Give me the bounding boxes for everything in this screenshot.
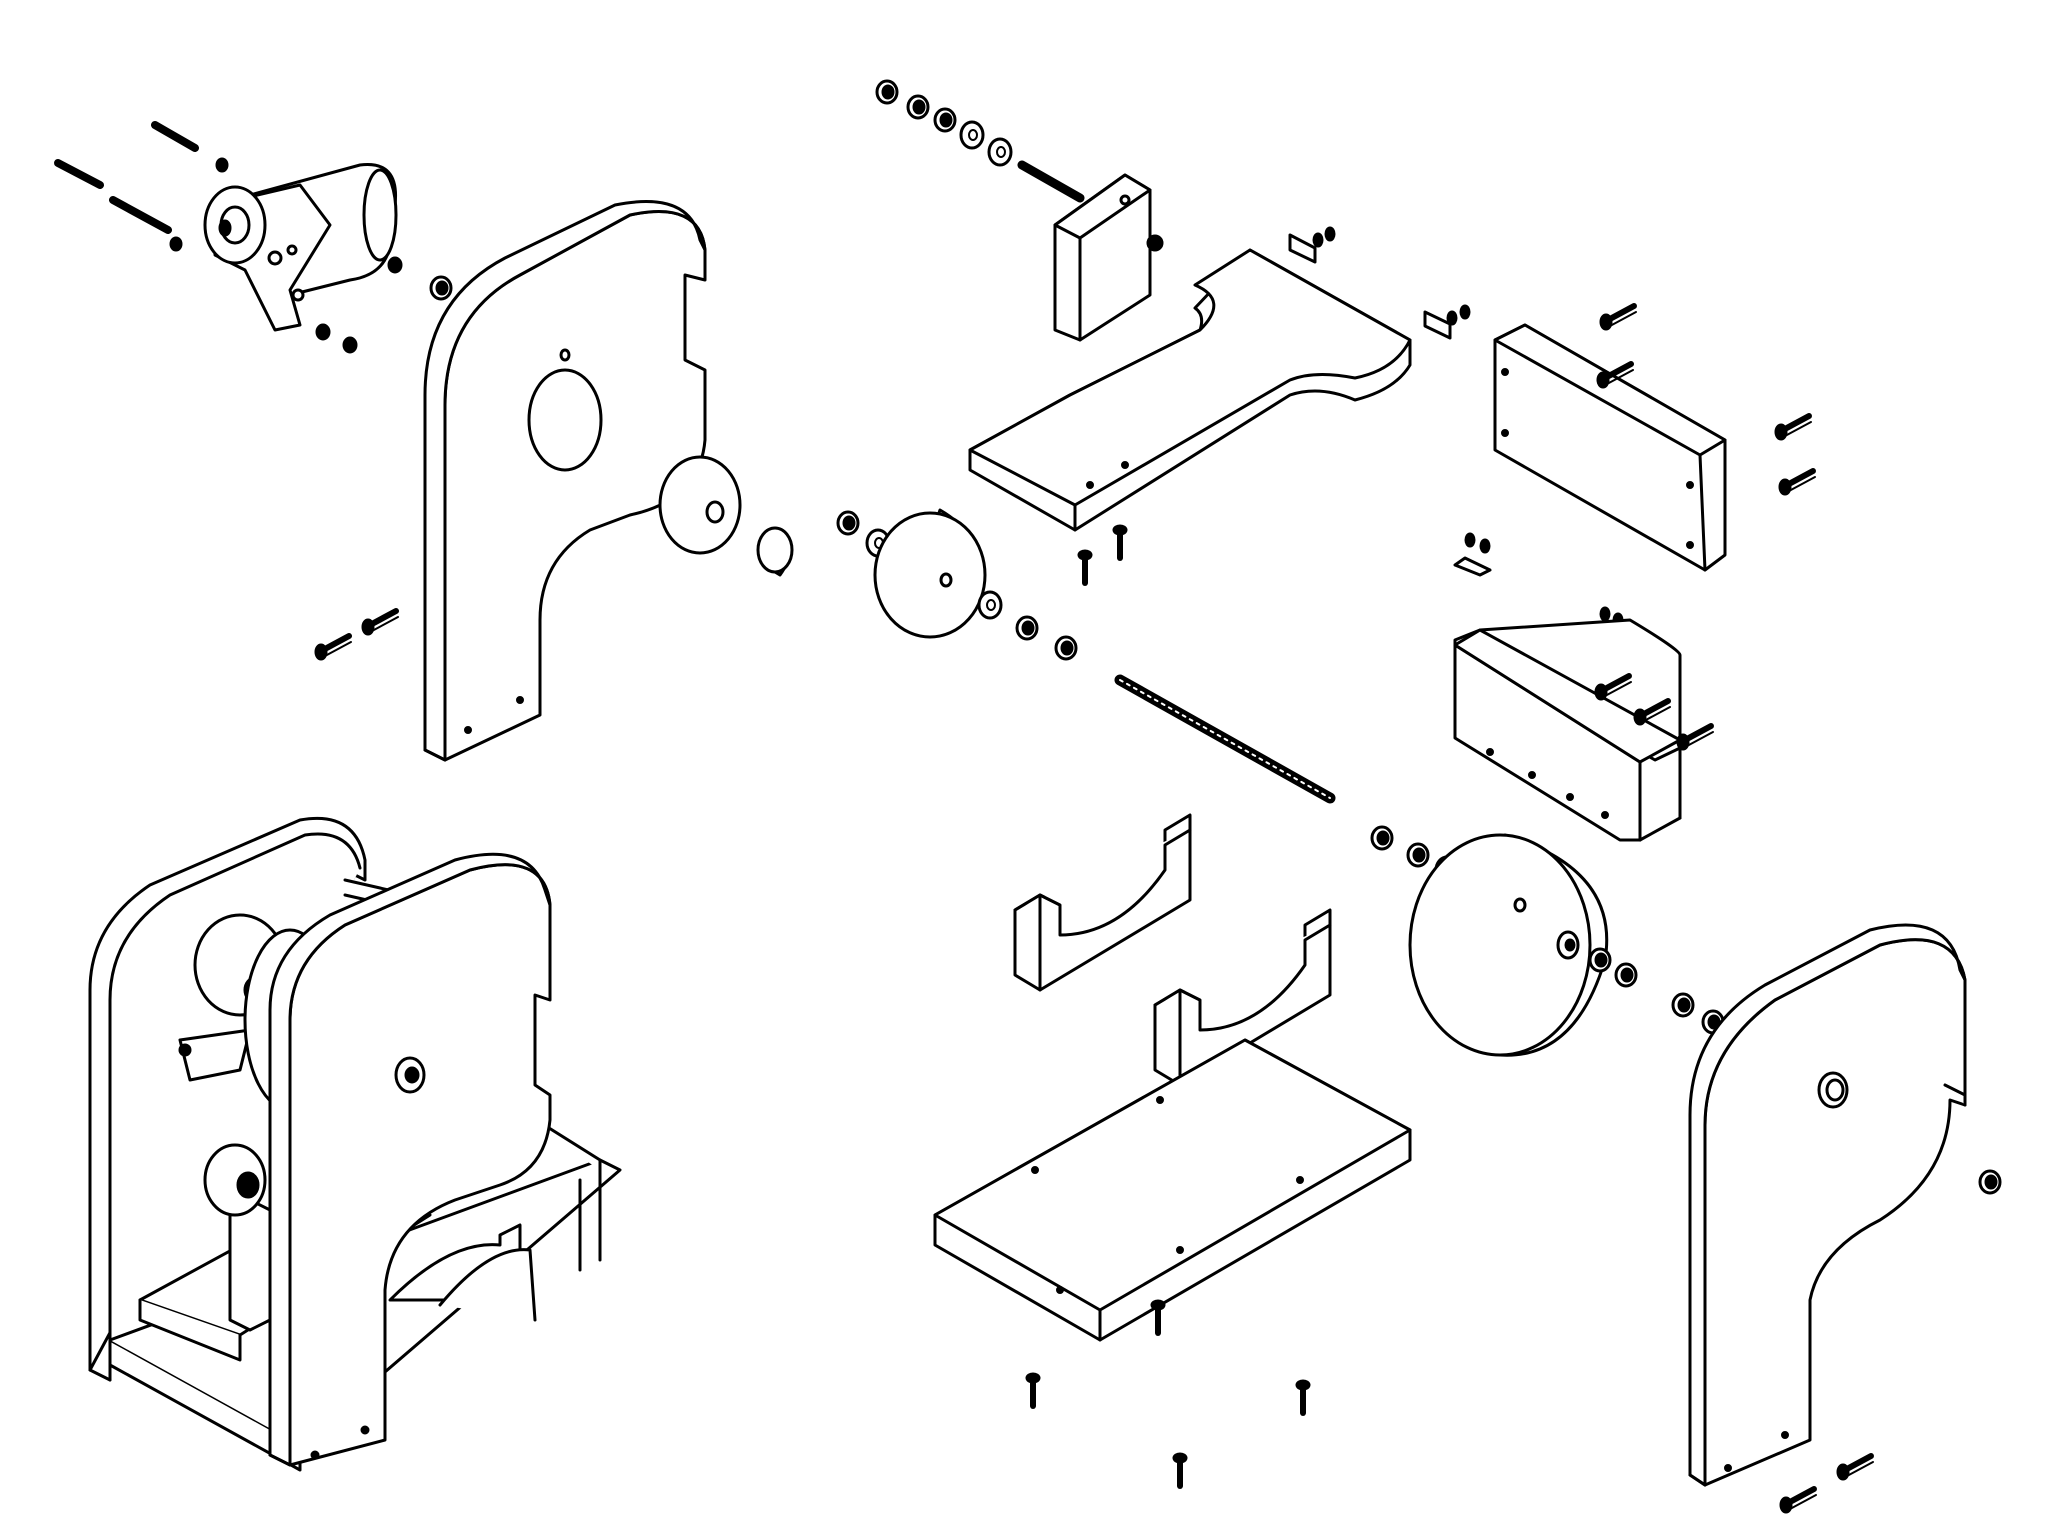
screw bbox=[1678, 726, 1713, 749]
screw bbox=[1152, 1301, 1164, 1333]
assembled-machine bbox=[88, 816, 622, 1472]
screw bbox=[1174, 1454, 1186, 1486]
motor-bolts bbox=[54, 121, 453, 354]
screw bbox=[363, 611, 398, 634]
screw bbox=[1780, 471, 1815, 494]
screw bbox=[1601, 306, 1636, 329]
right-side-plate bbox=[1688, 923, 2002, 1487]
top-shelf-board bbox=[968, 248, 1412, 532]
front-panel bbox=[1453, 618, 1682, 842]
back-panel bbox=[1493, 323, 1727, 572]
large-drum-disc bbox=[1370, 825, 1725, 1057]
drive-wheel bbox=[836, 508, 1078, 661]
tension-block bbox=[1053, 173, 1164, 342]
spacer-pulley bbox=[658, 455, 794, 577]
cradle-support bbox=[1153, 908, 1332, 1087]
screw bbox=[1838, 1456, 1873, 1479]
left-side-plate bbox=[423, 200, 707, 762]
screw bbox=[316, 636, 351, 659]
threaded-rod bbox=[1114, 674, 1336, 804]
cradle-support bbox=[1013, 813, 1192, 992]
screw bbox=[1027, 1374, 1039, 1406]
screw bbox=[1781, 1489, 1816, 1512]
gear-motor bbox=[203, 163, 398, 332]
screw bbox=[1114, 526, 1126, 558]
base-board bbox=[933, 1038, 1412, 1342]
screw bbox=[1297, 1381, 1309, 1413]
top-hardware bbox=[875, 79, 1085, 203]
screw bbox=[1776, 416, 1811, 439]
screw bbox=[1079, 551, 1091, 583]
